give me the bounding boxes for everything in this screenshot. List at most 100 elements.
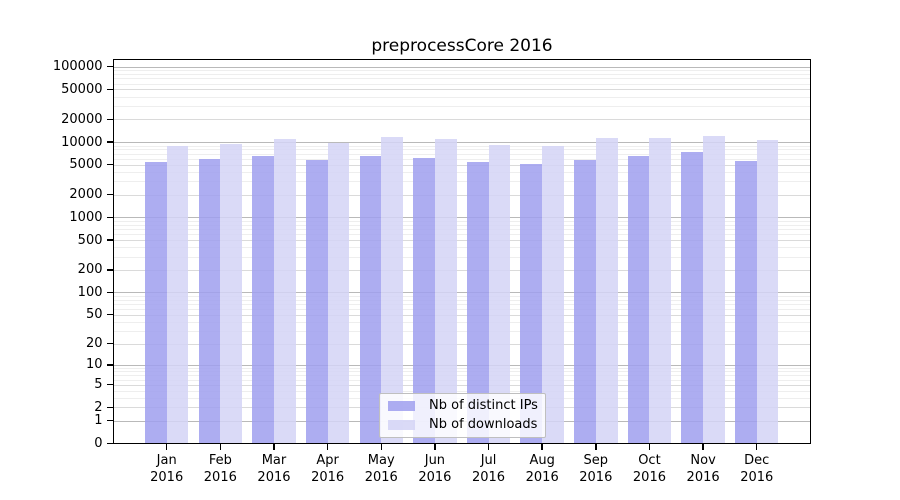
gridline — [113, 220, 810, 222]
bar-jul-distinct-ips — [466, 162, 489, 444]
bar-oct-downloads — [649, 138, 672, 444]
gridline — [113, 321, 810, 323]
y-axis-tick — [107, 118, 114, 121]
x-tick-year: 2016 — [364, 470, 398, 486]
gridline — [113, 384, 810, 386]
gridline — [113, 343, 810, 345]
y-axis-tick-label: 10000 — [61, 134, 103, 150]
gridline — [113, 229, 810, 231]
gridline — [113, 303, 810, 305]
legend-label-downloads: Nb of downloads — [429, 417, 538, 432]
x-tick-year: 2016 — [150, 470, 184, 486]
gridline — [113, 379, 810, 381]
x-axis-tick-label: Dec 2016 — [727, 452, 787, 486]
y-axis-tick-label: 2 — [94, 399, 103, 415]
gridline — [113, 106, 810, 108]
x-axis-tick — [326, 443, 329, 450]
x-tick-year: 2016 — [686, 470, 720, 486]
gridline — [113, 295, 810, 297]
y-axis-tick — [107, 194, 114, 196]
x-axis-tick — [648, 443, 651, 450]
gridline — [113, 70, 810, 72]
x-axis-tick-label: Nov 2016 — [673, 452, 733, 486]
legend-row-downloads: Nb of downloads — [386, 418, 539, 433]
legend-swatch-distinct-ips — [388, 400, 415, 412]
y-axis-tick — [107, 269, 114, 271]
gridline — [113, 371, 810, 373]
x-tick-year: 2016 — [632, 470, 666, 486]
y-axis-tick-label: 500 — [77, 232, 103, 248]
legend-label-distinct-ips: Nb of distinct IPs — [429, 398, 538, 413]
gridline — [113, 390, 810, 392]
bar-nov-distinct-ips — [681, 152, 704, 444]
x-axis-tick-label: Oct 2016 — [619, 452, 679, 486]
y-axis-tick-label: 20 — [85, 336, 103, 352]
gridline — [113, 364, 810, 366]
gridline — [113, 375, 810, 377]
bar-feb-distinct-ips — [198, 159, 221, 444]
x-tick-month: Nov — [690, 453, 716, 469]
gridline — [113, 331, 810, 332]
x-tick-year: 2016 — [418, 470, 452, 486]
bar-sep-downloads — [595, 137, 618, 444]
y-axis-tick — [107, 419, 114, 422]
x-tick-month: Feb — [208, 453, 232, 469]
y-axis-tick — [107, 384, 114, 386]
y-axis-tick-label: 100000 — [52, 59, 103, 75]
y-axis-tick — [107, 239, 114, 241]
y-axis-tick-label: 10 — [85, 357, 103, 373]
chart-title: preprocessCore 2016 — [371, 36, 553, 56]
y-axis-tick — [107, 364, 114, 366]
x-tick-year: 2016 — [740, 470, 774, 486]
gridline — [113, 269, 810, 271]
bar-jun-downloads — [434, 139, 457, 444]
x-axis-tick-label: May 2016 — [351, 452, 411, 486]
bar-may-distinct-ips — [359, 155, 382, 444]
plot-area — [113, 60, 810, 444]
gridline — [113, 314, 810, 316]
y-axis-tick-label: 1000 — [69, 209, 103, 225]
y-axis-tick-label: 50000 — [61, 81, 103, 97]
x-tick-year: 2016 — [525, 470, 559, 486]
y-axis-tick-label: 5 — [94, 377, 103, 393]
x-axis-tick — [273, 443, 275, 450]
y-axis-tick — [107, 88, 114, 91]
x-tick-month: Dec — [744, 453, 770, 469]
x-axis-tick — [166, 443, 168, 450]
legend-swatch-downloads — [388, 419, 415, 431]
x-axis-tick-label: Jul 2016 — [459, 452, 519, 486]
x-axis-tick-label: Apr 2016 — [298, 452, 358, 486]
x-tick-month: Jan — [156, 453, 177, 469]
bar-dec-distinct-ips — [735, 161, 757, 444]
y-axis-tick — [107, 314, 114, 316]
y-axis-tick-label: 20000 — [61, 111, 103, 127]
gridline — [113, 78, 810, 80]
gridline — [113, 142, 810, 144]
gridline — [113, 89, 810, 91]
bar-apr-distinct-ips — [305, 159, 328, 444]
gridline — [113, 224, 810, 226]
gridline — [113, 74, 810, 76]
gridline — [113, 368, 810, 369]
y-axis-tick — [107, 406, 114, 409]
x-axis-tick-label: Feb 2016 — [190, 452, 250, 486]
legend-row-distinct-ips: Nb of distinct IPs — [386, 399, 539, 414]
bar-nov-downloads — [703, 136, 725, 444]
bar-aug-downloads — [542, 145, 564, 444]
x-axis-tick — [487, 443, 490, 450]
gridline — [113, 96, 810, 98]
y-axis-tick-label: 0 — [94, 435, 103, 451]
y-axis-tick — [107, 442, 114, 444]
y-axis-tick — [107, 141, 114, 143]
gridline — [113, 234, 810, 236]
gridline — [113, 247, 810, 249]
y-axis-tick — [107, 164, 114, 166]
y-axis-tick — [107, 216, 114, 219]
bar-mar-downloads — [273, 139, 296, 444]
gridline — [113, 217, 810, 219]
gridline — [113, 149, 810, 151]
x-tick-year: 2016 — [257, 470, 291, 486]
x-tick-month: Jul — [480, 453, 497, 469]
x-tick-month: Jun — [424, 453, 446, 469]
bar-oct-distinct-ips — [627, 155, 650, 444]
